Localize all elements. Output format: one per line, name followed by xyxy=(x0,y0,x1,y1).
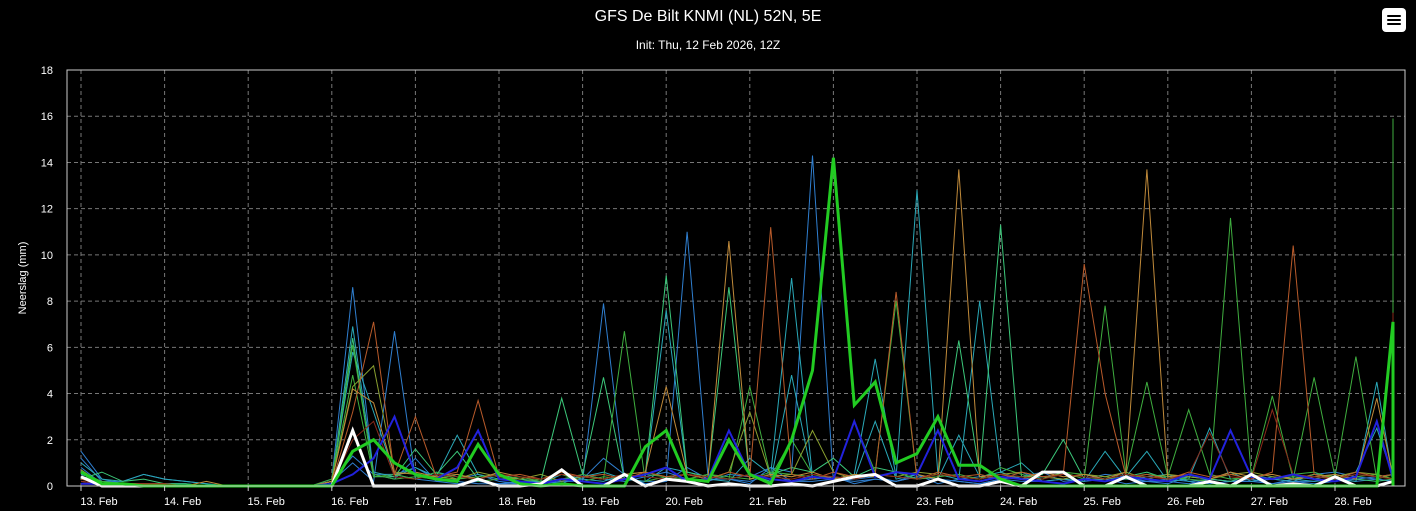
x-tick-label: 13. Feb xyxy=(80,496,117,508)
x-tick-label: 23. Feb xyxy=(916,496,953,508)
y-axis-ticks: 0 2 4 6 8 10 12 14 16 18 xyxy=(41,65,53,493)
y-tick-label: 14 xyxy=(41,157,53,169)
series-line-8 xyxy=(80,364,1394,487)
y-tick-label: 6 xyxy=(47,342,53,354)
x-tick-label: 19. Feb xyxy=(582,496,619,508)
series-line-14 xyxy=(80,157,1395,488)
series-line-9 xyxy=(80,169,1394,487)
y-tick-label: 8 xyxy=(47,296,53,308)
y-tick-label: 12 xyxy=(41,204,53,216)
y-tick-label: 10 xyxy=(41,250,53,262)
y-tick-label: 0 xyxy=(47,481,53,493)
series-line-0 xyxy=(80,287,1394,487)
chart-subtitle: Init: Thu, 12 Feb 2026, 12Z xyxy=(635,38,781,52)
y-tick-label: 4 xyxy=(47,389,53,401)
x-tick-label: 21. Feb xyxy=(749,496,786,508)
chart-title: GFS De Bilt KNMI (NL) 52N, 5E xyxy=(594,8,822,25)
x-tick-label: 18. Feb xyxy=(498,496,535,508)
y-tick-label: 18 xyxy=(41,65,53,77)
y-tick-label: 16 xyxy=(41,111,53,123)
y-tick-label: 2 xyxy=(47,435,53,447)
x-axis-ticks: 13. Feb 14. Feb 15. Feb 16. Feb 17. Feb 18. F… xyxy=(80,486,1372,508)
x-tick-label: 17. Feb xyxy=(415,496,452,508)
x-tick-label: 14. Feb xyxy=(164,496,201,508)
series-line-7 xyxy=(80,118,1394,487)
x-tick-label: 20. Feb xyxy=(666,496,703,508)
x-tick-label: 27. Feb xyxy=(1251,496,1288,508)
plot-frame xyxy=(66,69,1406,487)
x-tick-label: 22. Feb xyxy=(833,496,870,508)
series-line-4 xyxy=(80,351,1394,487)
x-tick-label: 26. Feb xyxy=(1167,496,1204,508)
series-line-12 xyxy=(81,414,1394,487)
hamburger-menu-icon[interactable] xyxy=(1382,8,1406,32)
series-line-2 xyxy=(80,155,1394,487)
chart-series-group xyxy=(80,118,1395,488)
x-tick-label: 25. Feb xyxy=(1084,496,1121,508)
y-axis-label: Neerslag (mm) xyxy=(17,242,29,315)
chart-grid xyxy=(67,69,1405,487)
x-tick-label: 28. Feb xyxy=(1334,496,1371,508)
x-tick-label: 24. Feb xyxy=(1000,496,1037,508)
x-tick-label: 16. Feb xyxy=(331,496,368,508)
x-tick-label: 15. Feb xyxy=(248,496,285,508)
